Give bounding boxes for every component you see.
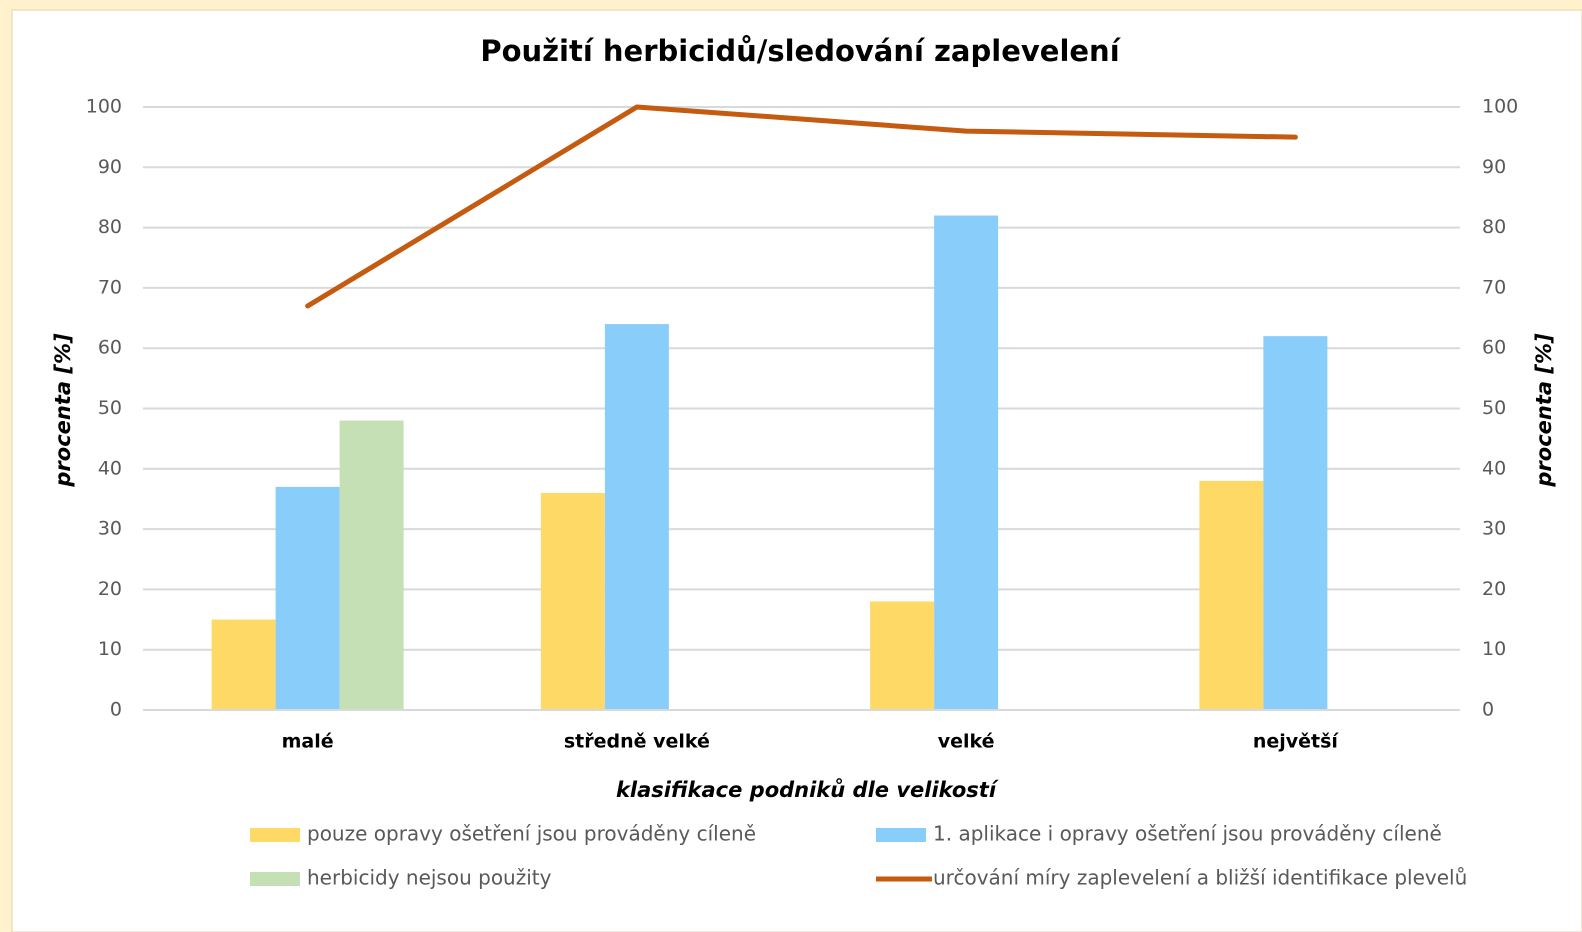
y2-tick-label: 20: [1482, 578, 1506, 600]
y-tick-label: 90: [98, 156, 122, 178]
y2-tick-label: 10: [1482, 638, 1506, 660]
y2-tick-label: 80: [1482, 216, 1506, 238]
legend-swatch: [876, 828, 926, 842]
bar: [870, 601, 935, 710]
bar: [1263, 336, 1328, 710]
x-tick-label: největší: [1253, 731, 1340, 753]
bar: [211, 619, 276, 710]
y2-tick-label: 40: [1482, 457, 1506, 479]
y-tick-label: 40: [98, 457, 122, 479]
y-tick-label: 0: [110, 699, 122, 721]
bar: [275, 486, 340, 710]
y2-tick-label: 70: [1482, 276, 1506, 298]
bar: [339, 420, 404, 710]
y-tick-label: 80: [98, 216, 122, 238]
x-axis-title: klasifikace podniků dle velikostí: [616, 777, 999, 802]
y2-tick-label: 50: [1482, 397, 1506, 419]
y-tick-label: 20: [98, 578, 122, 600]
y-axis-title: procenta [%]: [51, 333, 75, 488]
x-tick-label: velké: [938, 731, 995, 753]
y-tick-label: 30: [98, 518, 122, 540]
legend-swatch: [250, 828, 300, 842]
y-tick-label: 100: [86, 96, 122, 118]
chart-title: Použití herbicidů/sledování zaplevelení: [480, 34, 1121, 68]
bar: [1199, 480, 1264, 710]
x-tick-label: malé: [282, 731, 334, 753]
legend-swatch: [250, 872, 300, 886]
y2-tick-label: 100: [1482, 96, 1518, 118]
bar: [934, 215, 999, 711]
y2-tick-label: 30: [1482, 518, 1506, 540]
legend-label: určování míry zaplevelení a bližší ident…: [933, 866, 1467, 890]
y-tick-label: 10: [98, 638, 122, 660]
x-tick-label: středně velké: [564, 731, 710, 753]
legend-label: herbicidy nejsou použity: [307, 866, 552, 890]
bar: [540, 492, 605, 710]
y2-tick-label: 60: [1482, 337, 1506, 359]
legend-label: pouze opravy ošetření jsou prováděny cíl…: [307, 822, 756, 846]
line: [305, 104, 1298, 309]
y2-tick-label: 0: [1482, 699, 1494, 721]
y2-axis-title: procenta [%]: [1532, 333, 1556, 488]
y2-tick-label: 90: [1482, 156, 1506, 178]
y-tick-label: 60: [98, 337, 122, 359]
legend-label: 1. aplikace i opravy ošetření jsou prová…: [933, 822, 1442, 846]
bar: [604, 324, 669, 710]
y-tick-label: 50: [98, 397, 122, 419]
y-tick-label: 70: [98, 276, 122, 298]
